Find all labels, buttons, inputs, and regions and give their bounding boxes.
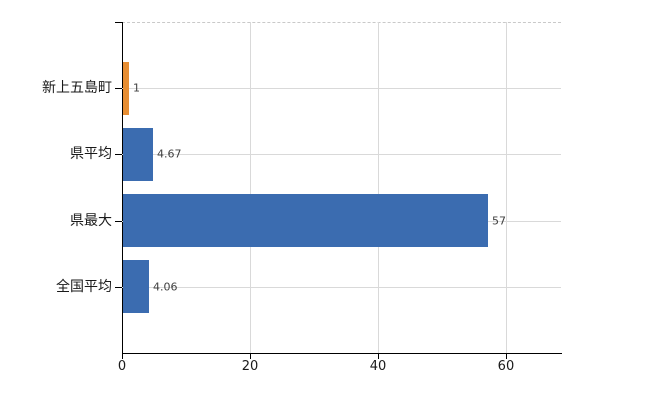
x-gridline — [377, 22, 379, 353]
y-gridline — [122, 287, 561, 288]
bar-value-label: 1 — [133, 81, 140, 95]
y-gridline — [122, 154, 561, 155]
x-axis-tick-label: 20 — [241, 359, 259, 374]
y-axis-line — [122, 22, 123, 353]
bar — [123, 128, 153, 181]
bar — [123, 260, 149, 313]
y-axis-tick — [115, 154, 122, 155]
x-axis-tick-label: 0 — [117, 359, 127, 374]
bar — [123, 62, 129, 115]
x-axis-tick-label: 60 — [497, 359, 515, 374]
y-axis-category-label: 新上五島町 — [42, 80, 112, 96]
bar-value-label: 4.06 — [153, 280, 178, 294]
x-axis-tick — [377, 354, 379, 359]
x-gridline — [505, 22, 507, 353]
x-axis-line — [122, 353, 562, 354]
y-axis-tick — [115, 221, 122, 222]
y-axis-category-label: 県最大 — [70, 213, 112, 229]
x-axis-tick — [249, 354, 251, 359]
x-axis-tick-label: 40 — [369, 359, 387, 374]
y-axis-tick — [115, 287, 122, 288]
y-axis-top-tick — [115, 22, 122, 23]
y-axis-category-label: 全国平均 — [56, 279, 112, 295]
bar-value-label: 4.67 — [157, 147, 182, 161]
x-axis-tick — [122, 354, 123, 359]
y-axis-tick — [115, 88, 122, 89]
x-gridline — [249, 22, 251, 353]
bar — [123, 194, 488, 247]
plot-area — [122, 22, 561, 353]
x-axis-tick — [505, 354, 507, 359]
y-axis-category-label: 県平均 — [70, 146, 112, 162]
bar-value-label: 57 — [492, 214, 506, 228]
y-gridline — [122, 88, 561, 89]
